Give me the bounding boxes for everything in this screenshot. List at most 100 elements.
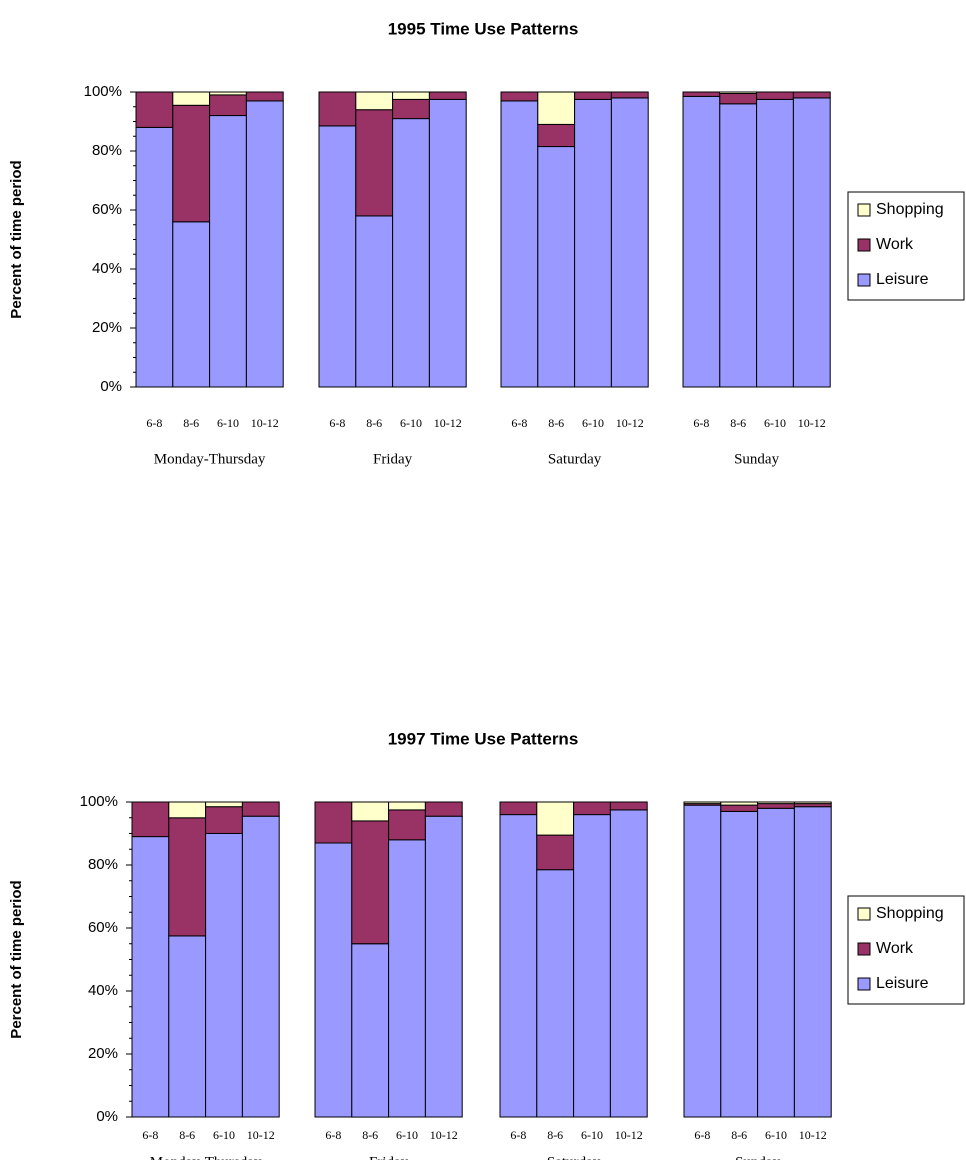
bar-shopping [351, 801, 390, 822]
chart-title: 1995 Time Use Patterns [388, 19, 579, 38]
legend-swatch-shopping [857, 203, 871, 217]
bar-leisure [536, 869, 575, 1118]
bar-leisure [720, 811, 759, 1118]
bar-leisure [574, 98, 612, 388]
group-label: Monday-Thursday [154, 451, 266, 467]
group-label: Monday-Thursday [150, 1154, 262, 1160]
group-label: Sunday [734, 451, 780, 467]
bar-work [536, 834, 575, 871]
bar-leisure [573, 814, 611, 1118]
bar-shopping [392, 91, 430, 100]
bar-shopping [720, 801, 759, 806]
bar-work [610, 91, 649, 99]
bar-work [351, 820, 390, 945]
bar-leisure [351, 943, 390, 1118]
bar-leisure [756, 98, 794, 388]
x-tick-label: 10-12 [799, 1128, 827, 1142]
x-tick-label: 6-10 [581, 1128, 603, 1142]
x-tick-label: 6-8 [694, 1128, 710, 1142]
legend-swatch-work [857, 238, 871, 252]
y-tick-label: 60% [88, 919, 118, 936]
bar-leisure [131, 836, 170, 1118]
group-label: Saturday [547, 1154, 601, 1160]
bar-leisure [424, 815, 463, 1118]
x-tick-label: 6-8 [510, 1128, 526, 1142]
y-tick-label: 0% [96, 1108, 118, 1125]
legend-swatch-leisure [857, 273, 871, 287]
bar-leisure [537, 146, 576, 388]
x-tick-label: 6-8 [146, 416, 162, 430]
bar-shopping [355, 91, 394, 111]
y-tick-label: 40% [88, 982, 118, 999]
x-tick-label: 10-12 [616, 416, 644, 430]
y-tick-label: 40% [92, 260, 122, 277]
x-tick-label: 6-10 [765, 1128, 787, 1142]
bar-leisure [168, 935, 207, 1118]
x-tick-label: 8-6 [362, 1128, 378, 1142]
bar-work [682, 91, 721, 97]
bar-leisure [241, 815, 280, 1118]
bar-work [719, 93, 758, 105]
y-tick-label: 80% [92, 142, 122, 159]
bar-work [537, 123, 576, 148]
bar-leisure [757, 807, 795, 1118]
bar-shopping [683, 801, 722, 805]
bar-leisure [245, 100, 284, 388]
bar-leisure [135, 126, 174, 388]
bar-shopping [205, 801, 243, 808]
x-tick-label: 6-8 [511, 416, 527, 430]
group-label: Sunday [735, 1154, 781, 1160]
legend-label: Shopping [876, 201, 944, 218]
y-axis-label: Percent of time period [8, 880, 25, 1038]
bar-work [209, 94, 247, 117]
x-tick-label: 6-10 [213, 1128, 235, 1142]
bar-shopping [209, 91, 247, 96]
x-tick-label: 10-12 [798, 416, 826, 430]
bar-leisure [172, 221, 211, 388]
bar-work [172, 104, 211, 223]
bar-leisure [792, 97, 831, 388]
legend: Shopping Work Leisure [847, 191, 965, 301]
bar-work [135, 91, 174, 128]
x-tick-label: 6-8 [325, 1128, 341, 1142]
bar-work [424, 801, 463, 817]
legend-label: Shopping [876, 905, 944, 922]
bar-shopping [719, 91, 758, 94]
bar-shopping [793, 801, 832, 805]
bar-leisure [209, 115, 247, 388]
y-tick-label: 60% [92, 201, 122, 218]
legend-label: Work [876, 940, 914, 957]
chart-0: 1995 Time Use Patterns Percent of time pe… [8, 19, 965, 467]
x-tick-label: 6-8 [142, 1128, 158, 1142]
x-tick-label: 10-12 [251, 416, 279, 430]
bar-work [392, 98, 430, 120]
bar-work [792, 91, 831, 99]
bar-shopping [388, 801, 426, 811]
bar-leisure [500, 100, 539, 388]
bar-shopping [536, 801, 575, 836]
bar-leisure [205, 833, 243, 1118]
x-tick-label: 10-12 [615, 1128, 643, 1142]
legend-swatch-shopping [857, 907, 871, 921]
group-label: Friday [373, 451, 413, 467]
bar-leisure [719, 103, 758, 388]
group-label: Friday [369, 1154, 409, 1160]
x-tick-label: 8-6 [548, 416, 564, 430]
bar-work [245, 91, 284, 102]
x-tick-label: 6-10 [217, 416, 239, 430]
bar-leisure [610, 97, 649, 388]
bar-leisure [682, 95, 721, 388]
bar-work [388, 809, 426, 841]
x-tick-label: 6-8 [329, 416, 345, 430]
bar-work [314, 801, 353, 844]
bar-leisure [388, 839, 426, 1118]
bar-work [131, 801, 170, 838]
legend-swatch-leisure [857, 977, 871, 991]
x-tick-label: 6-10 [764, 416, 786, 430]
x-tick-label: 8-6 [366, 416, 382, 430]
bar-work [609, 801, 648, 811]
bar-work [499, 801, 538, 816]
y-tick-label: 80% [88, 856, 118, 873]
bar-leisure [499, 814, 538, 1118]
